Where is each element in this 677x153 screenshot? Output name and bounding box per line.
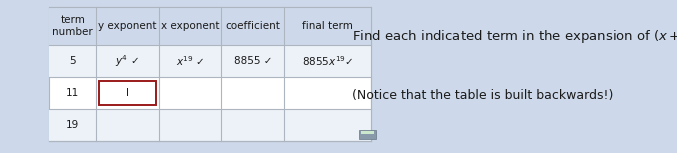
Bar <box>49 109 371 141</box>
Text: Find each indicated term in the expansion of $(x+y)^{23}$.: Find each indicated term in the expansio… <box>352 28 677 47</box>
Text: coefficient: coefficient <box>225 21 280 31</box>
Text: (Notice that the table is built backwards!): (Notice that the table is built backward… <box>352 89 613 102</box>
Text: 5: 5 <box>70 56 76 66</box>
Text: $y^4$ ✓: $y^4$ ✓ <box>115 53 139 69</box>
Text: I: I <box>126 88 129 98</box>
Text: 11: 11 <box>66 88 79 98</box>
Text: $x^{19}$ ✓: $x^{19}$ ✓ <box>176 54 204 68</box>
Bar <box>359 130 376 139</box>
Text: $8855x^{19}$✓: $8855x^{19}$✓ <box>302 54 353 68</box>
Bar <box>361 131 374 134</box>
Text: 8855 ✓: 8855 ✓ <box>234 56 272 66</box>
Text: term
number: term number <box>52 15 93 37</box>
Bar <box>49 45 371 77</box>
Bar <box>49 7 371 45</box>
Text: y exponent: y exponent <box>98 21 156 31</box>
Text: 19: 19 <box>66 120 79 130</box>
Text: final term: final term <box>302 21 353 31</box>
Bar <box>99 81 156 105</box>
Text: x exponent: x exponent <box>161 21 219 31</box>
Bar <box>49 7 371 141</box>
